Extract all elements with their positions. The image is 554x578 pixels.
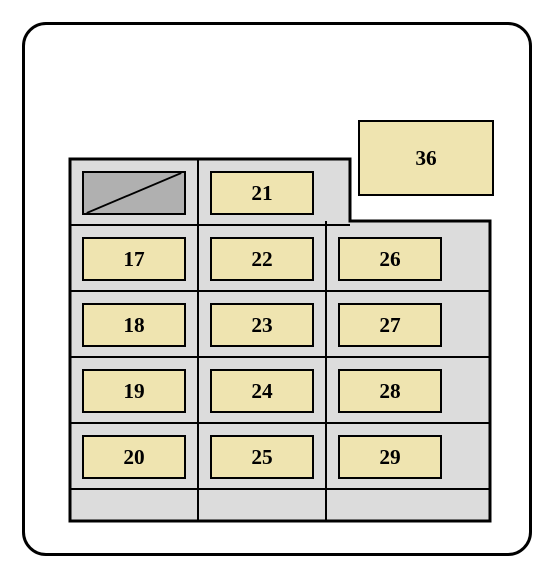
fuse-17-label: 17	[123, 247, 144, 272]
fuse-28: 28	[338, 369, 442, 413]
diagram-canvas: 36 21 17 22 26 18 23 27 19 24 28 20 25 29	[0, 0, 554, 578]
empty-fuse-slot	[82, 171, 186, 215]
fuse-26: 26	[338, 237, 442, 281]
fuse-21-label: 21	[251, 181, 272, 206]
fuse-23-label: 23	[251, 313, 272, 338]
fuse-23: 23	[210, 303, 314, 347]
fuse-28-label: 28	[379, 379, 400, 404]
fuse-24: 24	[210, 369, 314, 413]
grid-lines	[0, 0, 554, 578]
fuse-36: 36	[358, 120, 494, 196]
fuse-26-label: 26	[379, 247, 400, 272]
fuse-19: 19	[82, 369, 186, 413]
fuse-29: 29	[338, 435, 442, 479]
fuse-19-label: 19	[123, 379, 144, 404]
fuse-18: 18	[82, 303, 186, 347]
fuse-17: 17	[82, 237, 186, 281]
fuse-25: 25	[210, 435, 314, 479]
fuse-21: 21	[210, 171, 314, 215]
fuse-36-label: 36	[415, 146, 436, 171]
fuse-20: 20	[82, 435, 186, 479]
fuse-22: 22	[210, 237, 314, 281]
fuse-25-label: 25	[251, 445, 272, 470]
fuse-27-label: 27	[379, 313, 400, 338]
fuse-27: 27	[338, 303, 442, 347]
slash-line	[87, 173, 182, 213]
fuse-18-label: 18	[123, 313, 144, 338]
fuse-22-label: 22	[251, 247, 272, 272]
fuse-29-label: 29	[379, 445, 400, 470]
fuse-24-label: 24	[251, 379, 272, 404]
fuse-20-label: 20	[123, 445, 144, 470]
